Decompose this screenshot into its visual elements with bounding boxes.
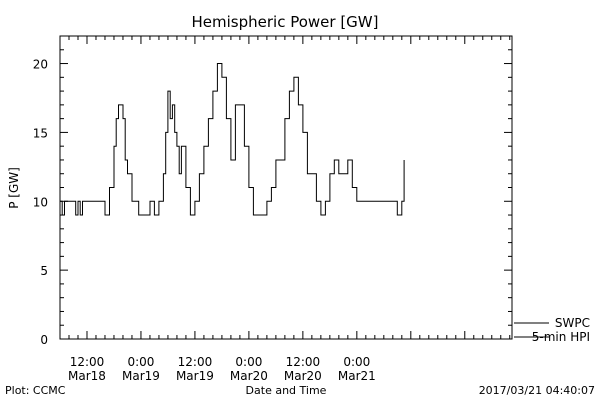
y-tick-label: 5 (40, 264, 48, 278)
x-tick-label-date: Mar21 (338, 369, 376, 383)
legend-entry-swpc: SWPC (555, 316, 590, 330)
x-tick-label-date: Mar19 (176, 369, 214, 383)
x-tick-label-time: 12:00 (286, 355, 321, 369)
x-tick-label-time: 0:00 (343, 355, 370, 369)
y-axis-label: P [GW] (7, 167, 21, 209)
legend: SWPC 5-min HPI (514, 316, 590, 344)
x-tick-label-date: Mar19 (122, 369, 160, 383)
footer-plot-source: Plot: CCMC (5, 384, 66, 397)
y-tick-label: 0 (40, 333, 48, 347)
y-tick-label: 20 (33, 58, 48, 72)
x-tick-label-time: 12:00 (70, 355, 105, 369)
x-tick-label-date: Mar18 (68, 369, 106, 383)
y-tick-label: 10 (33, 195, 48, 209)
y-axis: 0 5 10 15 20 (33, 35, 512, 347)
plot-frame (59, 35, 513, 340)
chart-title: Hemispheric Power [GW] (192, 13, 379, 31)
x-axis: 12:00Mar180:00Mar1912:00Mar190:00Mar2012… (59, 36, 511, 383)
y-tick-label: 15 (33, 126, 48, 140)
series-line-hpi (60, 63, 405, 216)
x-tick-label-time: 12:00 (178, 355, 213, 369)
x-tick-label-date: Mar20 (230, 369, 268, 383)
x-axis-label: Date and Time (246, 384, 327, 397)
footer-timestamp: 2017/03/21 04:40:07 (479, 384, 595, 397)
x-tick-label-time: 0:00 (235, 355, 262, 369)
x-tick-label-time: 0:00 (127, 355, 154, 369)
x-tick-label-date: Mar20 (284, 369, 322, 383)
legend-entry-hpi: 5-min HPI (532, 330, 590, 344)
